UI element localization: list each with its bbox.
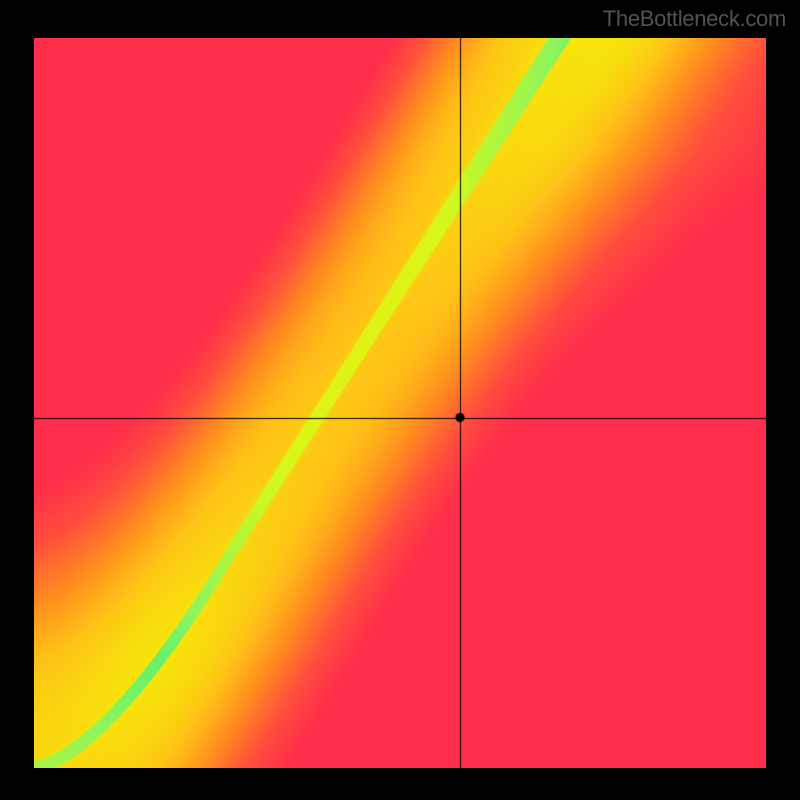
- chart-container: TheBottleneck.com: [0, 0, 800, 800]
- watermark-text: TheBottleneck.com: [603, 6, 786, 32]
- heatmap-canvas: [34, 38, 766, 768]
- plot-area: [34, 38, 766, 768]
